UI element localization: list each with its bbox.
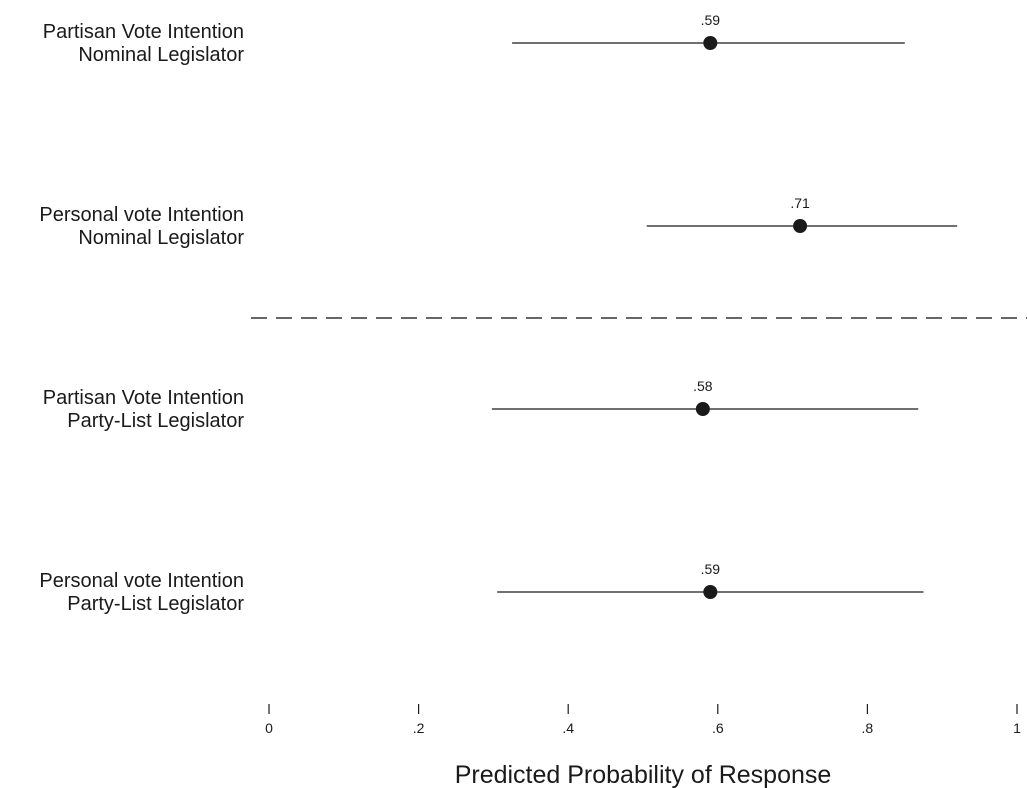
row-label-line2: Nominal Legislator bbox=[78, 227, 244, 249]
point-estimate bbox=[703, 585, 718, 599]
row-label-line1: Personal vote Intention bbox=[39, 204, 244, 226]
row-label-line1: Partisan Vote Intention bbox=[43, 387, 244, 409]
estimate-label: .71 bbox=[790, 195, 810, 211]
x-tick-label: 1 bbox=[1013, 720, 1021, 736]
point-estimate bbox=[793, 219, 808, 233]
row-label-line2: Nominal Legislator bbox=[78, 44, 244, 66]
x-tick-label: .2 bbox=[413, 720, 425, 736]
estimate-label: .58 bbox=[693, 378, 713, 394]
x-tick-label: .8 bbox=[862, 720, 874, 736]
estimate-label: .59 bbox=[701, 561, 721, 577]
row-label-line2: Party-List Legislator bbox=[67, 593, 244, 615]
x-tick-label: .6 bbox=[712, 720, 724, 736]
row-label-line1: Personal vote Intention bbox=[39, 570, 244, 592]
point-estimate bbox=[695, 402, 710, 416]
x-tick-label: 0 bbox=[265, 720, 273, 736]
x-axis: 0 .2 .4 .6 .8 1 bbox=[265, 704, 1021, 736]
x-tick-label: .4 bbox=[562, 720, 574, 736]
estimate-label: .59 bbox=[701, 12, 721, 28]
x-axis-title: Predicted Probability of Response bbox=[455, 761, 832, 788]
point-estimate bbox=[703, 36, 718, 50]
row-label-line1: Partisan Vote Intention bbox=[43, 21, 244, 43]
row-label-line2: Party-List Legislator bbox=[67, 410, 244, 432]
